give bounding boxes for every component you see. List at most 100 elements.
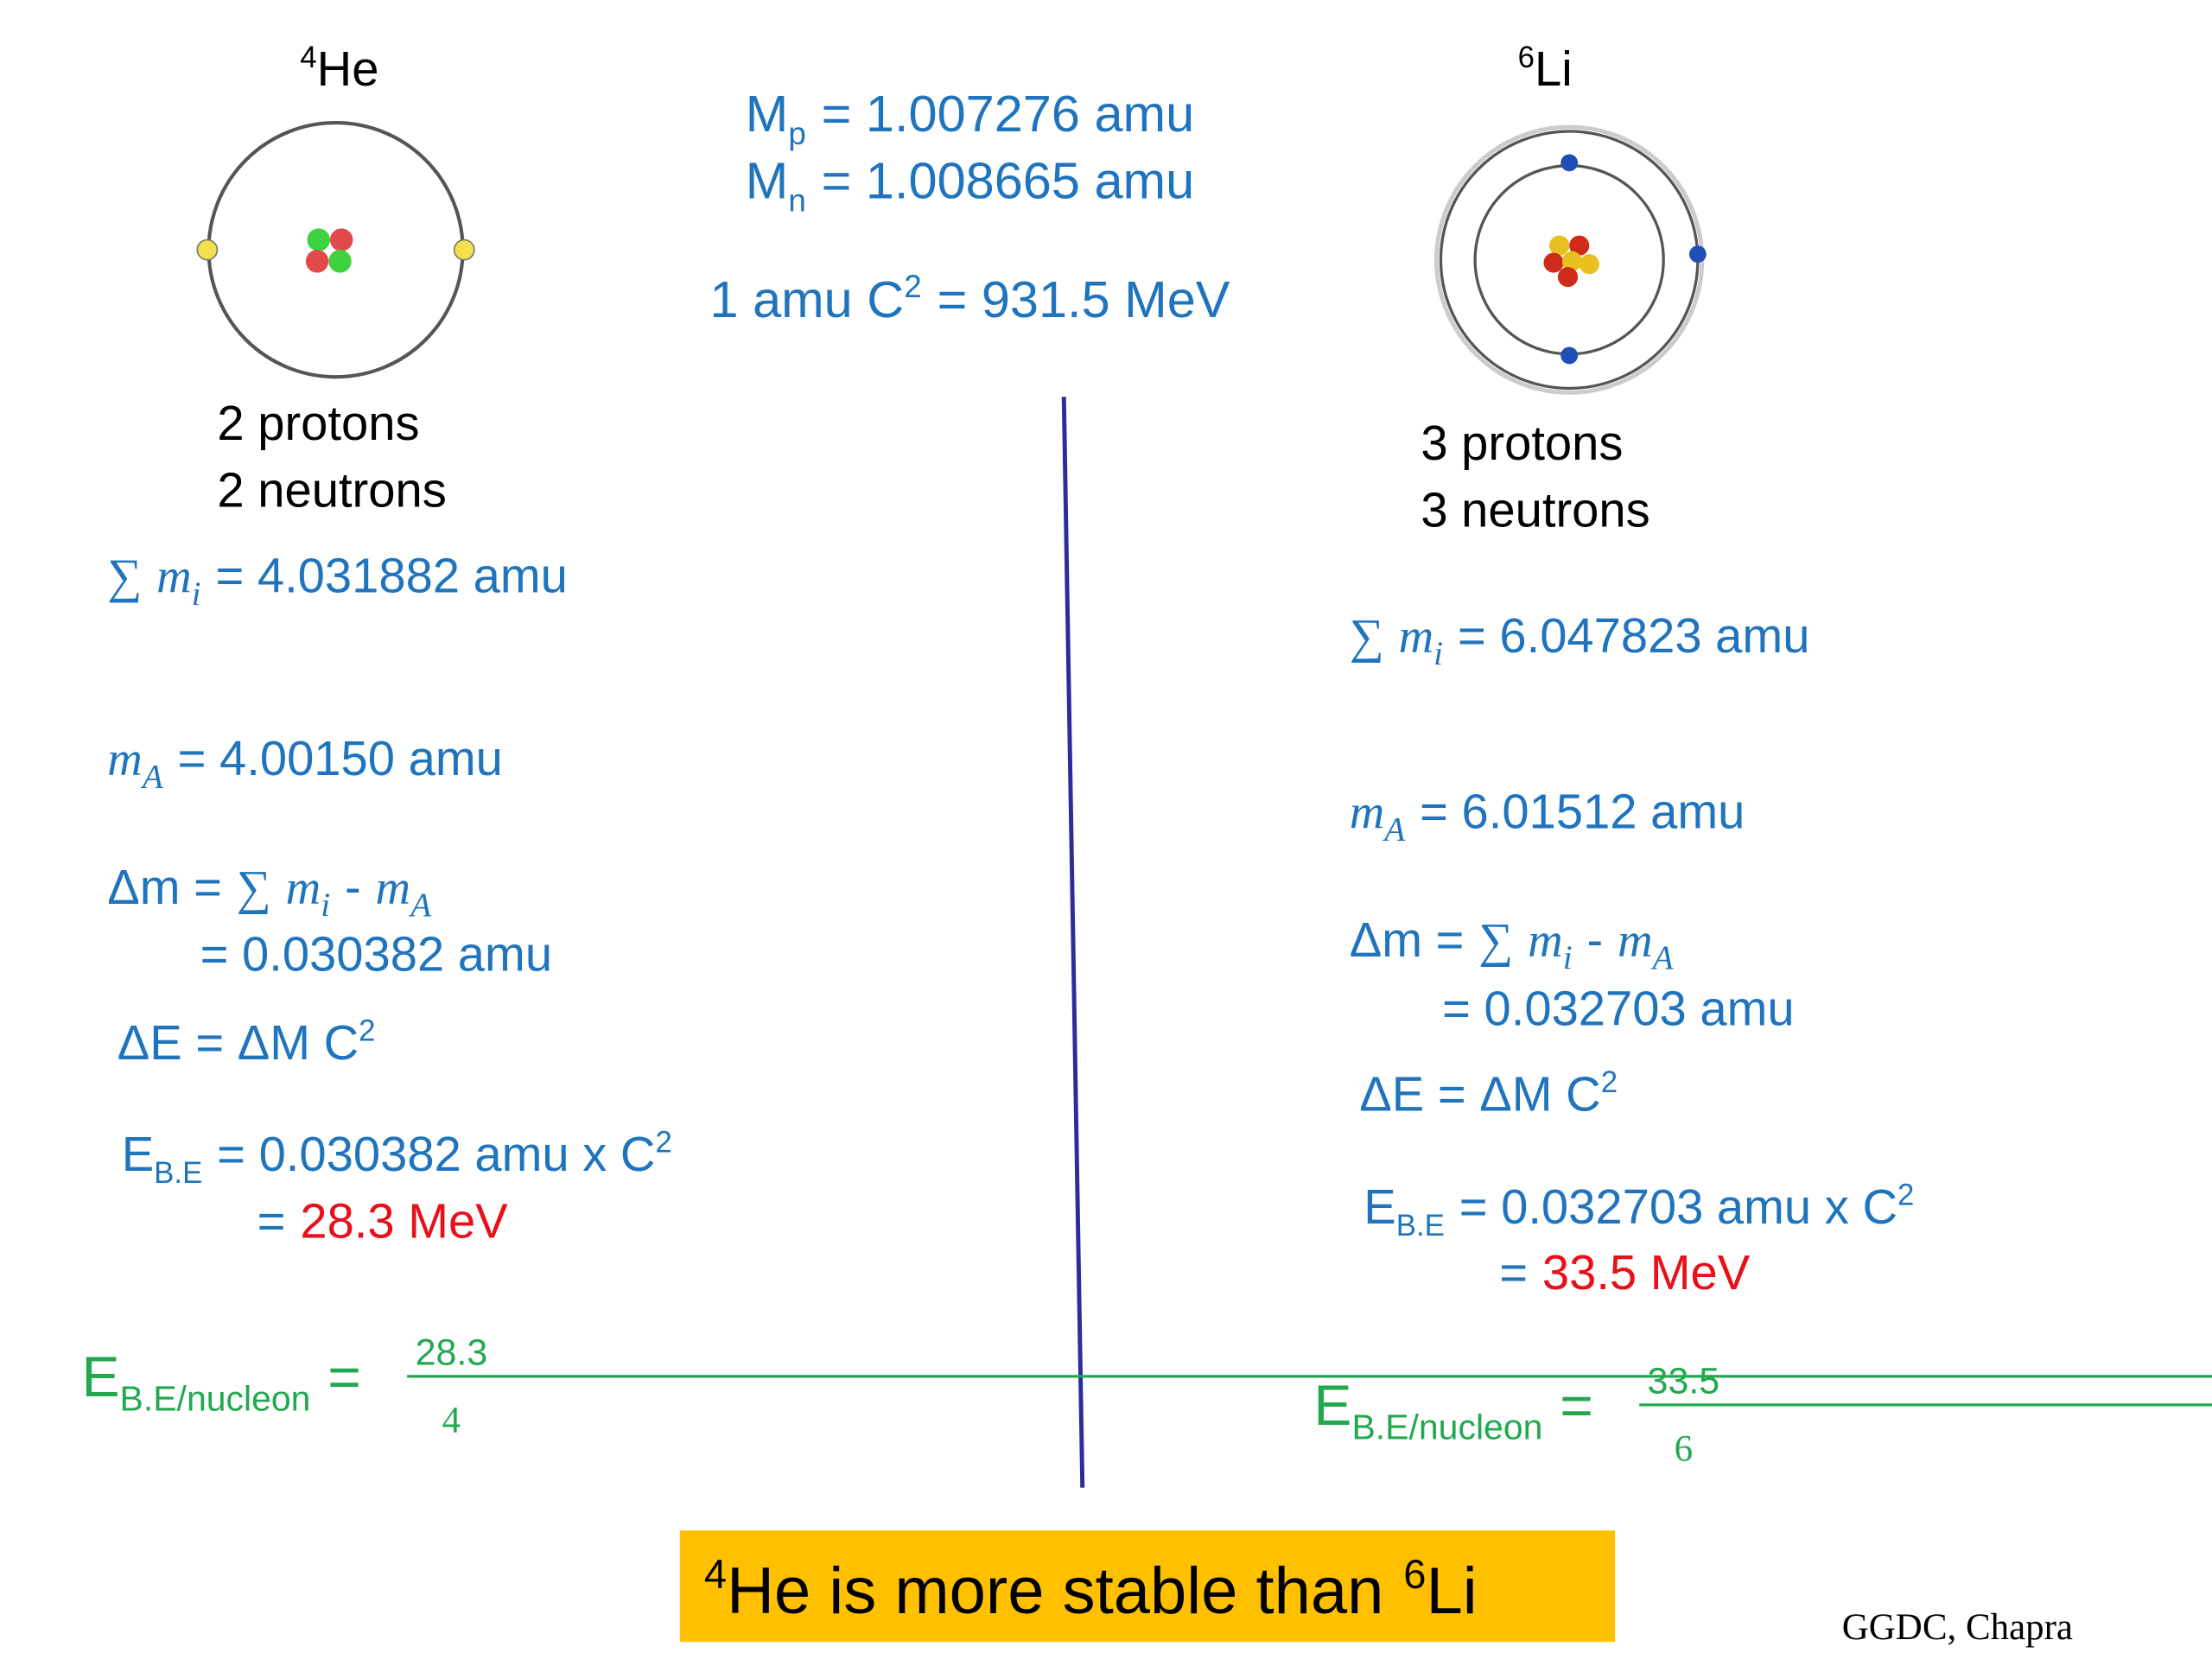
text-segment: = [1560, 1374, 1593, 1438]
text-segment: = 0.030382 amu x C [217, 1127, 655, 1181]
fraction-denominator: 4 [442, 1400, 461, 1440]
lithium-atom [1434, 124, 1707, 395]
atomic-mass: mA = 4.00150 amu [107, 731, 503, 795]
text-segment: B.E/nucleon [1351, 1408, 1542, 1447]
mass-defect: Δm = ∑ mi - mA [107, 860, 432, 924]
conclusion: 4He is more stable than 6Li [704, 1551, 1478, 1628]
text-segment: He [317, 41, 379, 96]
text-segment: A [140, 757, 164, 795]
text-segment: ∑ [237, 861, 271, 915]
text-segment: i [192, 575, 201, 613]
fraction-numerator: 28.3 [416, 1332, 488, 1374]
isotope-label: 4He [300, 41, 378, 96]
text-segment: ∑ [1478, 914, 1513, 968]
text-segment: 6 [1518, 41, 1535, 74]
text-segment: A [1650, 938, 1675, 976]
text-segment: 2 [1897, 1179, 1914, 1212]
text-segment: i [1563, 938, 1573, 976]
text-segment: = [327, 1345, 361, 1409]
text-segment: ∑ [107, 550, 142, 604]
text-segment: m [1618, 914, 1653, 968]
text-segment: 4 [300, 41, 316, 74]
sum-mass: ∑ mi = 6.047823 amu [1350, 608, 1810, 672]
text-segment: E [81, 1345, 119, 1409]
fraction-denominator: 6 [1675, 1428, 1693, 1469]
text-segment: = 6.01512 amu [1420, 784, 1745, 838]
text-segment: = 0.032703 amu [1442, 981, 1794, 1035]
neutron-mass: Mn = 1.008665 amu [746, 152, 1194, 219]
text-segment: M [746, 152, 789, 210]
text-segment: m [156, 550, 192, 604]
binding-energy: EB.E = 0.030382 amu x C2 [122, 1126, 672, 1190]
text-segment: 1 amu C [709, 270, 904, 328]
binding-energy: EB.E = 0.032703 amu x C2 [1363, 1179, 1914, 1243]
text-segment: m [1399, 610, 1434, 664]
text-segment: He is more stable than [727, 1554, 1383, 1628]
text-segment: 33.5 MeV [1542, 1245, 1751, 1300]
text-segment: p [788, 116, 806, 151]
text-segment: ΔE = ΔM C [1359, 1067, 1600, 1122]
text-segment: ΔE = ΔM C [118, 1015, 359, 1070]
text-segment: Δm = [1350, 912, 1465, 967]
text-segment: = [1499, 1245, 1528, 1300]
text-segment: 2 [359, 1014, 375, 1048]
per-nucleon: EB.E/nucleon = [81, 1345, 360, 1419]
text-segment: i [321, 886, 330, 924]
text-segment: 28.3 MeV [300, 1194, 508, 1249]
text-segment: i [1433, 634, 1443, 672]
text-segment: m [1350, 785, 1385, 839]
text-segment: 2 [904, 269, 922, 304]
text-segment: - [345, 860, 361, 914]
binding-energy-value: = 28.3 MeV [257, 1194, 509, 1249]
energy-relation: ΔE = ΔM C2 [118, 1014, 376, 1070]
text-segment: E [1313, 1374, 1351, 1438]
text-segment: A [1382, 810, 1406, 848]
text-segment: 2 [655, 1126, 671, 1160]
text-segment: = 0.030382 amu [200, 927, 552, 982]
text-segment: = [257, 1194, 286, 1249]
text-segment: ∑ [1350, 610, 1384, 664]
text-segment: E [122, 1127, 154, 1181]
text-segment: m [376, 861, 411, 915]
fraction-numerator: 33.5 [1648, 1361, 1720, 1402]
text-segment: m [286, 861, 321, 915]
text-segment: - [1587, 912, 1604, 967]
helium-atom [196, 121, 475, 379]
text-segment: = 4.00150 amu [178, 731, 503, 785]
conversion: 1 amu C2 = 931.5 MeV [709, 269, 1230, 328]
energy-relation: ΔE = ΔM C2 [1359, 1065, 1618, 1121]
mass-defect: Δm = ∑ mi - mA [1350, 912, 1675, 976]
text-segment: = 6.047823 amu [1458, 608, 1809, 663]
text-segment: B.E [154, 1156, 202, 1190]
composition: 2 protons [217, 396, 419, 450]
per-nucleon: EB.E/nucleon = [1313, 1374, 1592, 1447]
isotope-label: 6Li [1518, 41, 1573, 96]
atomic-mass: mA = 6.01512 amu [1350, 784, 1745, 848]
proton-mass: Mp = 1.007276 amu [746, 85, 1194, 151]
credit: GGDC, Chapra [1842, 1607, 2073, 1648]
composition: 2 neutrons [217, 463, 446, 518]
sum-mass: ∑ mi = 4.031882 amu [107, 549, 568, 613]
conclusion-box [679, 1530, 1616, 1643]
composition: 3 protons [1421, 416, 1623, 470]
text-segment: M [746, 85, 789, 143]
text-segment: E [1363, 1179, 1395, 1234]
text-segment: m [1528, 914, 1563, 968]
mass-defect-value: = 0.030382 amu [200, 927, 552, 982]
text-segment: = 0.032703 amu x C [1459, 1179, 1897, 1234]
text-segment: = 4.031882 amu [215, 549, 567, 603]
text-segment: 4 [704, 1551, 727, 1597]
text-segment: = 931.5 MeV [938, 270, 1230, 328]
text-segment: Δm = [107, 860, 222, 914]
binding-energy-value: = 33.5 MeV [1499, 1245, 1751, 1300]
text-segment: B.E/nucleon [120, 1378, 311, 1418]
text-segment: 2 [1601, 1065, 1618, 1099]
text-segment: n [788, 183, 806, 219]
text-segment: B.E [1396, 1209, 1445, 1243]
text-segment: = 1.008665 amu [822, 152, 1194, 210]
composition: 3 neutrons [1421, 483, 1649, 537]
divider [1061, 397, 1085, 1488]
